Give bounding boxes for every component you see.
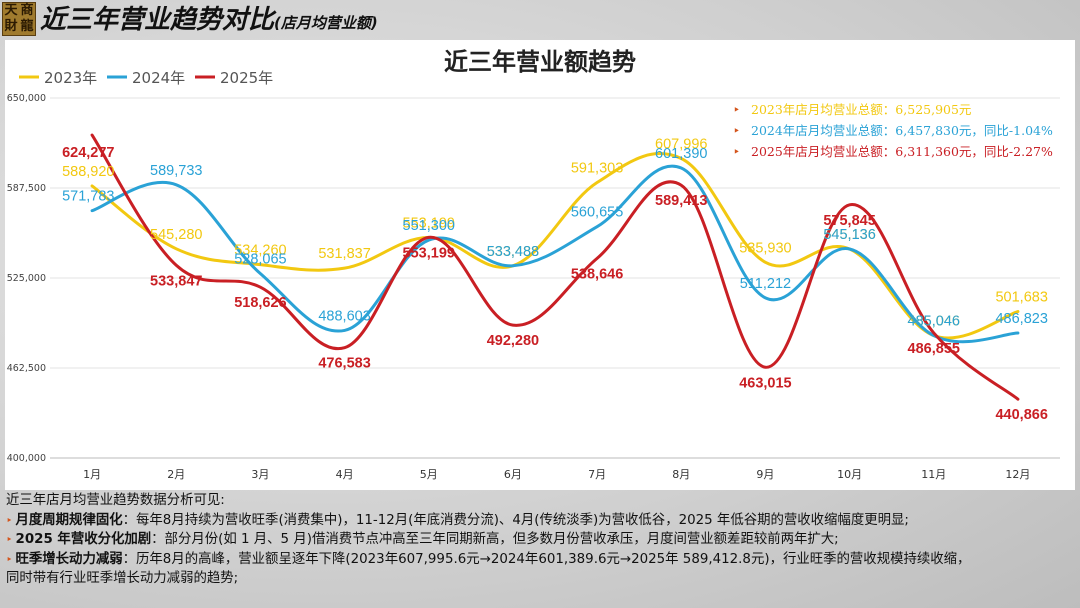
data-label: 486,823 bbox=[995, 311, 1047, 327]
x-tick-label: 2月 bbox=[167, 468, 185, 481]
annotation-text: 2023年店月均营业总额：6,525,905元 bbox=[751, 102, 971, 117]
data-label: 551,300 bbox=[403, 218, 455, 234]
x-tick-label: 8月 bbox=[672, 468, 690, 481]
x-tick-label: 7月 bbox=[588, 468, 606, 481]
data-label: 488,603 bbox=[318, 308, 370, 324]
data-label: 560,655 bbox=[571, 205, 623, 221]
data-label: 545,280 bbox=[150, 227, 202, 243]
series-line bbox=[90, 164, 1020, 344]
data-label: 538,646 bbox=[571, 266, 623, 282]
analysis-continuation: 同时带有行业旺季增长动力减弱的趋势; bbox=[6, 571, 239, 586]
data-label: 518,626 bbox=[234, 295, 286, 311]
x-tick-label: 5月 bbox=[420, 468, 438, 481]
data-label: 492,280 bbox=[487, 333, 539, 349]
data-label: 588,920 bbox=[62, 164, 114, 180]
series-line bbox=[90, 152, 1020, 340]
logo-char: 商 bbox=[20, 3, 34, 18]
x-tick-label: 4月 bbox=[336, 468, 354, 481]
x-tick-label: 12月 bbox=[1005, 468, 1030, 481]
data-label: 501,683 bbox=[995, 290, 1047, 306]
analysis-item: ‣ 旺季增长动力减弱：历年8月的高峰，营业额呈逐年下降(2023年607,995.… bbox=[6, 550, 1074, 570]
analysis-item-head: 2025 年营收分化加剧 bbox=[15, 532, 152, 547]
data-label: 533,488 bbox=[487, 244, 539, 260]
data-label: 545,136 bbox=[823, 227, 875, 243]
x-tick-label: 6月 bbox=[504, 468, 522, 481]
annotation-text: 2024年店月均营业总额：6,457,830元，同比-1.04% bbox=[751, 123, 1053, 138]
annotation-text: 2025年店月均营业总额：6,311,360元，同比-2.27% bbox=[751, 144, 1053, 159]
analysis-item: ‣ 2025 年营收分化加剧：部分月份(如 1 月、5 月)借消费节点冲高至三年同… bbox=[6, 530, 1074, 550]
data-label: 486,855 bbox=[908, 341, 960, 357]
bullet-icon: ‣ bbox=[6, 552, 13, 566]
chart-title: 近三年营业额趋势 bbox=[444, 48, 636, 76]
data-label: 528,065 bbox=[234, 252, 286, 268]
data-label: 511,212 bbox=[740, 276, 791, 292]
series-line bbox=[90, 133, 1020, 401]
y-tick-label: 462,500 bbox=[7, 363, 46, 374]
data-label: 591,303 bbox=[571, 161, 623, 177]
analysis-text: 近三年店月均营业趋势数据分析可见: ‣ 月度周期规律固化：每年8月持续为营收旺季(… bbox=[6, 491, 1074, 589]
data-label: 534,260 bbox=[234, 243, 286, 259]
data-label: 589,733 bbox=[150, 163, 202, 179]
legend-label: 2025年 bbox=[220, 69, 273, 87]
data-label: 607,996 bbox=[655, 136, 707, 152]
x-tick-label: 11月 bbox=[921, 468, 946, 481]
x-tick-label: 9月 bbox=[756, 468, 774, 481]
y-tick-label: 525,000 bbox=[7, 273, 46, 284]
x-tick-label: 3月 bbox=[251, 468, 269, 481]
annotation-bullet-icon: ‣ bbox=[733, 103, 740, 117]
page-title: 近三年营业趋势对比(店月均营业额) bbox=[40, 2, 378, 38]
data-label: 575,845 bbox=[823, 213, 875, 229]
x-tick-label: 1月 bbox=[83, 468, 101, 481]
data-label: 545,136 bbox=[823, 227, 875, 243]
analysis-item-text: ：历年8月的高峰，营业额呈逐年下降(2023年607,995.6元→2024年6… bbox=[122, 551, 971, 567]
line-chart: 近三年营业额趋势 400,000 462,500 525,000 587,500 650,… bbox=[7, 48, 1060, 481]
data-label: 624,277 bbox=[62, 145, 114, 161]
brand-logo: 天 商 財 龍 bbox=[2, 2, 36, 36]
analysis-item-head: 旺季增长动力减弱 bbox=[15, 551, 123, 567]
data-label: 535,930 bbox=[739, 240, 791, 256]
legend-label: 2024年 bbox=[132, 69, 185, 87]
data-label: 476,583 bbox=[318, 356, 370, 372]
data-label: 485,046 bbox=[908, 314, 960, 330]
logo-char: 龍 bbox=[20, 19, 34, 34]
logo-char: 財 bbox=[4, 19, 18, 34]
analysis-item-text: ：部分月份(如 1 月、5 月)借消费节点冲高至三年同期新高，但多数月份营收承压… bbox=[151, 532, 839, 547]
data-label: 571,783 bbox=[62, 189, 114, 205]
data-label: 440,866 bbox=[995, 407, 1047, 423]
y-tick-label: 400,000 bbox=[7, 453, 46, 464]
data-label: 553,199 bbox=[403, 215, 455, 231]
data-label: 463,015 bbox=[739, 375, 791, 391]
data-label: 589,413 bbox=[655, 193, 707, 209]
analysis-item: ‣ 月度周期规律固化：每年8月持续为营收旺季(消费集中)，11-12月(年底消费分… bbox=[6, 511, 1074, 531]
data-label: 531,837 bbox=[318, 246, 370, 262]
y-tick-label: 587,500 bbox=[7, 183, 46, 194]
legend-label: 2023年 bbox=[44, 69, 97, 87]
logo-char: 天 bbox=[4, 3, 18, 18]
data-label: 601,390 bbox=[655, 146, 707, 162]
annotation-bullet-icon: ‣ bbox=[733, 124, 740, 138]
data-label: 553,199 bbox=[403, 245, 455, 261]
analysis-item-text: ：每年8月持续为营收旺季(消费集中)，11-12月(年底消费分流)、4月(传统淡… bbox=[122, 512, 909, 528]
analysis-item-head: 月度周期规律固化 bbox=[15, 512, 123, 528]
annotation-bullet-icon: ‣ bbox=[733, 145, 740, 159]
x-tick-label: 10月 bbox=[837, 468, 862, 481]
chart-panel: 近三年营业额趋势 400,000 462,500 525,000 587,500 650,… bbox=[5, 40, 1075, 490]
analysis-intro: 近三年店月均营业趋势数据分析可见: bbox=[6, 493, 225, 508]
data-label: 533,488 bbox=[487, 244, 539, 260]
bullet-icon: ‣ bbox=[6, 533, 13, 546]
page-title-main: 近三年营业趋势对比 bbox=[40, 5, 275, 35]
bullet-icon: ‣ bbox=[6, 513, 13, 527]
data-label: 485,046 bbox=[908, 314, 960, 330]
page-title-subtitle: (店月均营业额) bbox=[274, 14, 378, 32]
data-label: 533,847 bbox=[150, 273, 202, 289]
y-tick-label: 650,000 bbox=[7, 93, 46, 104]
